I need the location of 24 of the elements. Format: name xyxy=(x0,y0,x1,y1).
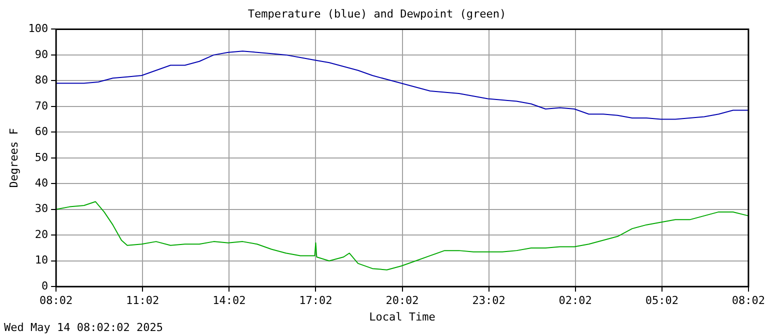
text: Wed May 14 08:02:02 2025 xyxy=(4,321,163,334)
x-tick-label: 08:02 xyxy=(40,294,73,308)
y-axis-title: Degrees F xyxy=(7,128,20,188)
y-tick-label: 60 xyxy=(34,125,48,138)
y-tick-label: 70 xyxy=(34,99,48,112)
y-tick-label: 20 xyxy=(34,228,48,241)
y-tick-label: 100 xyxy=(28,22,48,36)
x-axis-title: Local Time xyxy=(369,310,436,324)
y-tick-label: 10 xyxy=(34,254,48,267)
y-tick-label: 0 xyxy=(41,279,48,292)
x-tick-label: 05:02 xyxy=(645,294,678,308)
x-tick-label: 08:02 xyxy=(732,294,766,308)
chart-title: Temperature (blue) and Dewpoint (green) xyxy=(248,7,506,20)
y-tick-label: 40 xyxy=(34,176,48,190)
x-tick-label: 23:02 xyxy=(472,294,506,308)
x-tick-label: 14:02 xyxy=(212,294,246,308)
y-tick-label: 90 xyxy=(34,48,48,61)
x-tick-label: 17:02 xyxy=(299,294,332,308)
x-tick-label: 11:02 xyxy=(126,294,160,308)
y-tick-label: 50 xyxy=(34,150,48,164)
y-tick-label: 80 xyxy=(34,74,48,87)
x-tick-label: 20:02 xyxy=(386,294,419,308)
x-tick-label: 02:02 xyxy=(558,294,592,308)
y-tick-label: 30 xyxy=(34,202,48,216)
